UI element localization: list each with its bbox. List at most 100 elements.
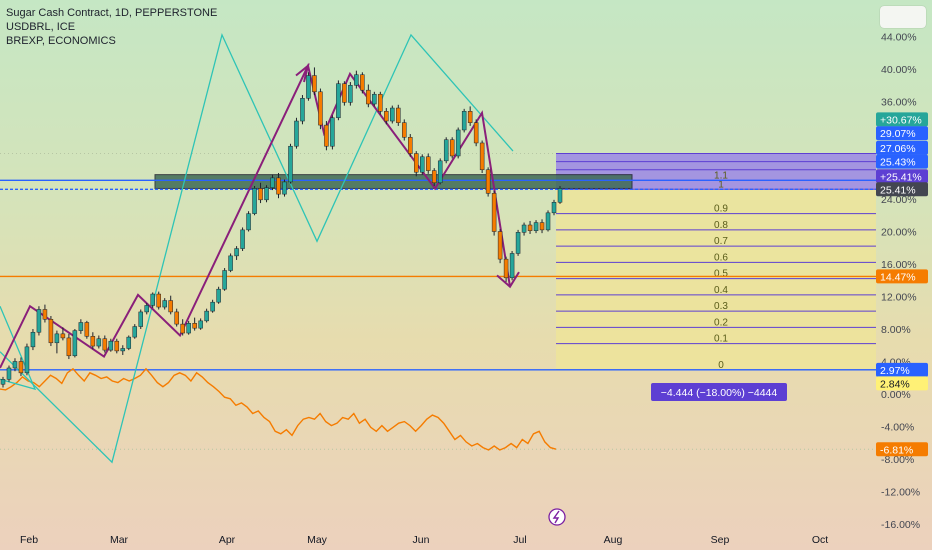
candle[interactable] [168, 295, 173, 315]
candle[interactable] [372, 91, 377, 107]
axis-price-tag[interactable]: 14.47% [876, 269, 928, 284]
candle[interactable] [0, 376, 6, 388]
candle[interactable] [419, 154, 425, 175]
candle[interactable] [503, 256, 509, 282]
candle[interactable] [162, 298, 167, 310]
candle[interactable] [479, 140, 485, 174]
candle[interactable] [336, 80, 341, 121]
axis-price-tag[interactable]: 2.84% [876, 376, 928, 391]
candle[interactable] [186, 320, 191, 335]
candle[interactable] [12, 358, 18, 372]
candle[interactable] [210, 299, 215, 313]
candle[interactable] [408, 134, 413, 157]
candle[interactable] [288, 143, 293, 184]
candle[interactable] [192, 317, 197, 331]
candle[interactable] [144, 302, 149, 315]
legend-compare-brexp[interactable]: BREXP, ECONOMICS [6, 35, 116, 47]
candle[interactable] [66, 333, 72, 360]
candle[interactable] [414, 151, 419, 177]
candle[interactable] [24, 343, 30, 376]
candle[interactable] [72, 328, 78, 358]
candle[interactable] [455, 127, 461, 159]
candle[interactable] [108, 338, 114, 352]
zigzag-drawing-purple[interactable] [0, 62, 511, 369]
candle[interactable] [198, 318, 203, 330]
candle[interactable] [258, 182, 263, 204]
measure-tool-label[interactable]: −4.444 (−18.00%) −4444 [651, 383, 787, 401]
series-line-usdbrl[interactable] [0, 367, 557, 451]
candle[interactable] [114, 338, 120, 354]
candle[interactable] [6, 365, 12, 382]
candle[interactable] [491, 190, 497, 236]
axis-price-tag[interactable]: +25.41% [876, 169, 928, 184]
candle[interactable] [330, 115, 335, 150]
candle[interactable] [270, 174, 275, 191]
axis-price-tag[interactable]: 27.06% [876, 140, 928, 155]
candle[interactable] [485, 167, 491, 197]
candle[interactable] [515, 229, 521, 256]
candle[interactable] [180, 319, 185, 336]
axis-price-tag[interactable]: 25.43% [876, 154, 928, 169]
fib-retracement-box[interactable] [556, 189, 876, 370]
legend-main-symbol[interactable]: Sugar Cash Contract, 1D, PEPPERSTONE [6, 7, 218, 19]
candle[interactable] [467, 106, 473, 126]
candle[interactable] [533, 220, 539, 234]
candle[interactable] [150, 292, 155, 308]
axis-price-tag[interactable]: 25.41% [876, 182, 928, 197]
candle[interactable] [138, 309, 144, 329]
candle[interactable] [174, 308, 179, 327]
candle[interactable] [42, 304, 48, 323]
candle[interactable] [539, 219, 545, 234]
zigzag-drawing-teal-segment[interactable] [0, 305, 37, 391]
axis-price-tag[interactable]: -6.81% [876, 442, 928, 457]
candle[interactable] [378, 91, 383, 115]
candle[interactable] [473, 119, 479, 147]
candle[interactable] [30, 328, 36, 351]
candle[interactable] [509, 251, 515, 281]
candle[interactable] [348, 82, 353, 106]
candle[interactable] [18, 357, 24, 377]
candle[interactable] [276, 173, 281, 199]
candle[interactable] [48, 315, 54, 347]
replay-flash-icon[interactable] [548, 508, 566, 526]
candle[interactable] [318, 88, 323, 130]
candle[interactable] [126, 335, 132, 351]
candle[interactable] [282, 179, 287, 197]
zigzag-drawing-teal[interactable] [0, 32, 514, 464]
legend-compare-usdbrl[interactable]: USDBRL, ICE [6, 21, 76, 33]
candle[interactable] [390, 105, 395, 124]
candle[interactable] [36, 306, 42, 336]
candle[interactable] [354, 70, 359, 89]
candle[interactable] [437, 158, 443, 185]
candle[interactable] [324, 121, 329, 151]
top-right-button[interactable] [880, 6, 926, 28]
candle[interactable] [366, 84, 371, 108]
candle[interactable] [384, 108, 389, 125]
candle[interactable] [300, 95, 305, 125]
candle[interactable] [216, 286, 221, 304]
candle[interactable] [96, 335, 102, 349]
candle[interactable] [228, 253, 233, 273]
candle[interactable] [60, 327, 66, 341]
candle[interactable] [551, 199, 557, 216]
candle[interactable] [557, 186, 563, 204]
candle[interactable] [497, 229, 503, 264]
candle[interactable] [246, 211, 251, 232]
candle[interactable] [78, 319, 84, 334]
candle[interactable] [156, 291, 161, 310]
candle[interactable] [240, 227, 245, 252]
candle[interactable] [222, 268, 227, 291]
candle[interactable] [461, 108, 467, 133]
axis-price-tag[interactable]: 29.07% [876, 126, 928, 141]
candle[interactable] [431, 168, 437, 187]
candle[interactable] [120, 345, 126, 355]
candle[interactable] [234, 246, 239, 260]
candle[interactable] [102, 335, 108, 353]
candle[interactable] [527, 220, 533, 234]
candle[interactable] [449, 137, 455, 159]
candle[interactable] [396, 104, 401, 126]
candle[interactable] [402, 119, 407, 141]
candle[interactable] [425, 153, 431, 174]
